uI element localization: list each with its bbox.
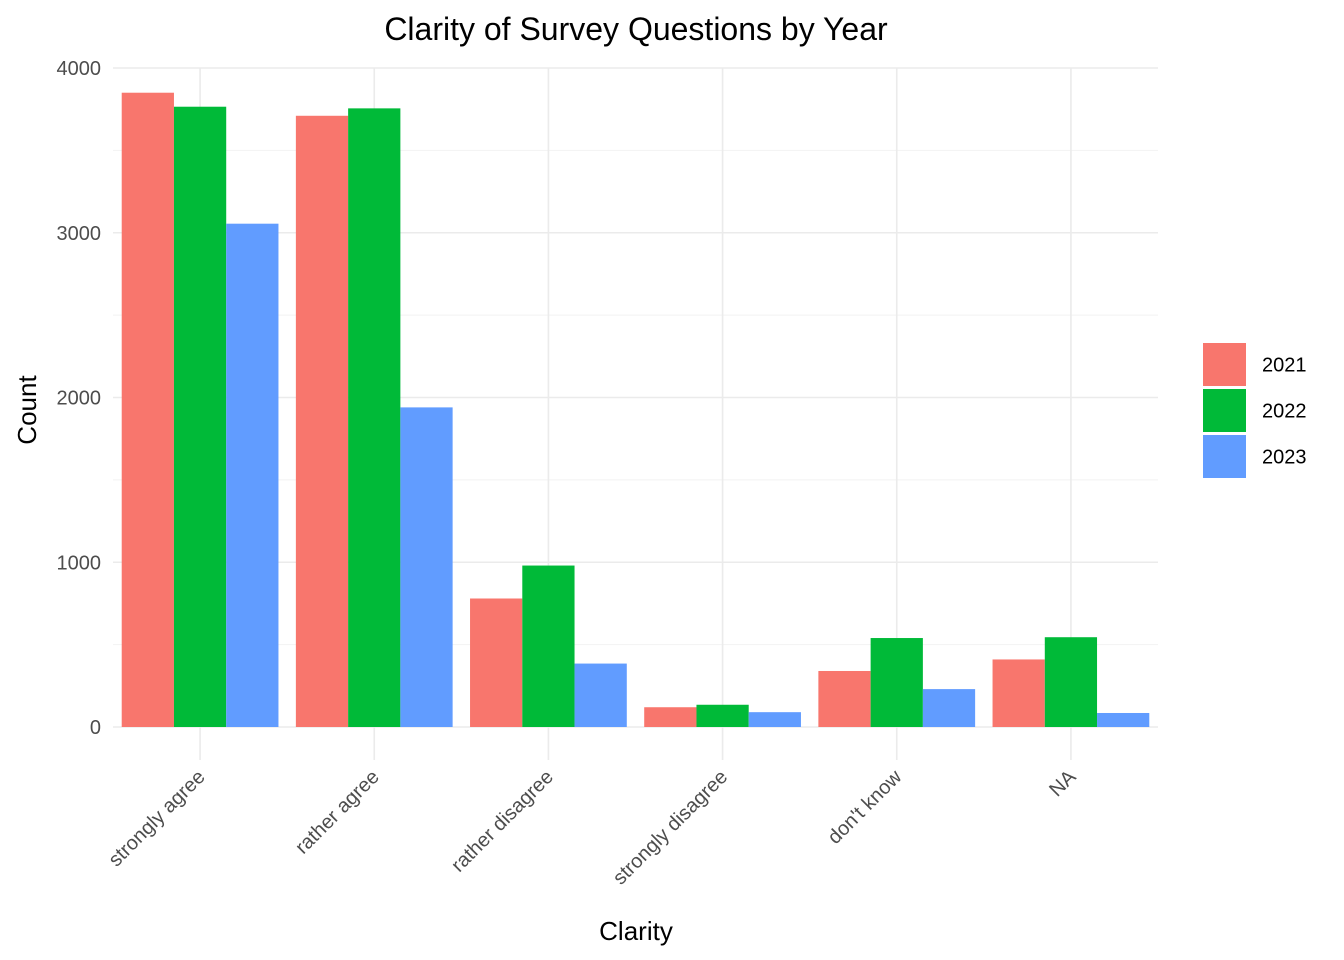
bar <box>644 707 697 727</box>
y-tick-label: 2000 <box>57 388 102 410</box>
bar <box>400 407 453 727</box>
bar <box>470 598 523 727</box>
chart-title: Clarity of Survey Questions by Year <box>384 11 888 47</box>
bar <box>992 659 1045 727</box>
legend-label: 2023 <box>1262 447 1307 469</box>
legend-swatch <box>1203 343 1246 386</box>
y-tick-label: 0 <box>90 717 101 739</box>
legend-swatch <box>1203 435 1246 478</box>
legend-swatch <box>1203 389 1246 432</box>
y-tick-label: 4000 <box>57 58 102 80</box>
bar <box>173 106 227 727</box>
bar <box>574 663 627 727</box>
bar <box>295 115 349 728</box>
bar <box>348 108 401 727</box>
legend: 2021 2022 2023 <box>1203 343 1307 478</box>
bar <box>1044 637 1098 727</box>
bar <box>226 223 279 727</box>
x-axis-title: Clarity <box>599 916 673 946</box>
bar <box>922 689 976 727</box>
bar <box>522 565 575 727</box>
legend-label: 2021 <box>1262 355 1307 377</box>
y-tick-label: 1000 <box>57 552 102 574</box>
bar <box>870 638 923 727</box>
bar <box>818 670 871 727</box>
legend-label: 2022 <box>1262 401 1307 423</box>
y-axis-tick-labels: 0 1000 2000 3000 4000 <box>57 58 102 739</box>
bar <box>696 704 749 727</box>
y-tick-label: 3000 <box>57 223 102 245</box>
bar <box>121 92 174 727</box>
bars-group <box>121 92 1150 728</box>
y-axis-title: Count <box>12 375 42 445</box>
bar <box>748 712 801 727</box>
bar <box>1097 712 1150 727</box>
